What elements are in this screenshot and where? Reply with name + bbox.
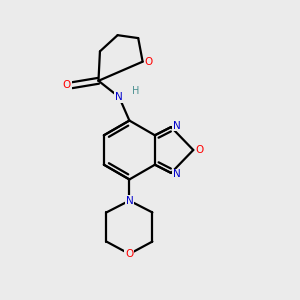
Text: N: N bbox=[172, 169, 180, 179]
Text: O: O bbox=[196, 145, 204, 155]
Text: H: H bbox=[132, 85, 139, 95]
Text: O: O bbox=[62, 80, 71, 90]
Text: O: O bbox=[144, 57, 153, 67]
Text: N: N bbox=[172, 121, 180, 130]
Text: N: N bbox=[115, 92, 123, 102]
Text: O: O bbox=[125, 249, 134, 259]
Text: N: N bbox=[125, 196, 133, 206]
